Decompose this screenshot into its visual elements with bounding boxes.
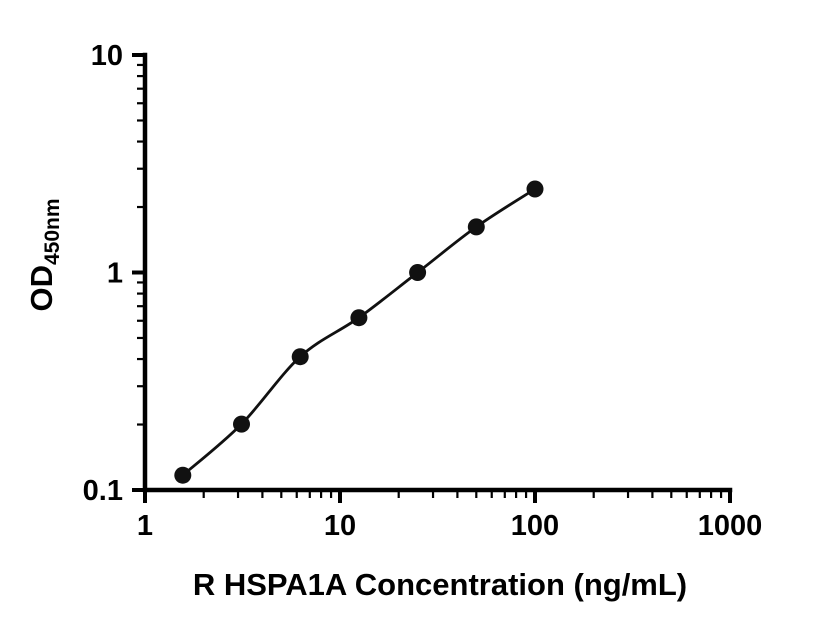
y-tick-label: 1 xyxy=(107,258,123,290)
y-tick-label: 10 xyxy=(91,40,123,72)
data-point xyxy=(233,415,250,433)
x-tick-label: 1 xyxy=(137,510,153,542)
x-tick-label: 100 xyxy=(511,510,559,542)
data-point xyxy=(467,218,485,236)
data-point xyxy=(526,180,544,198)
x-tick-label: 10 xyxy=(324,510,356,542)
data-layer xyxy=(174,180,544,484)
y-axis-title-main: OD xyxy=(24,265,59,312)
data-point xyxy=(350,309,368,327)
y-axis-title-subscript: 450nm xyxy=(41,198,64,265)
data-point xyxy=(291,348,309,366)
x-axis-title: R HSPA1A Concentration (ng/mL) xyxy=(193,567,687,602)
y-axis-title: OD450nm xyxy=(24,198,64,311)
axes-layer: 1 10 100 1000 0.1 1 10 xyxy=(83,40,763,542)
axes-frame xyxy=(142,52,733,493)
data-point xyxy=(174,466,192,484)
data-point xyxy=(409,264,427,281)
y-tick-label: 0.1 xyxy=(83,475,123,507)
x-tick-label: 1000 xyxy=(698,510,763,542)
